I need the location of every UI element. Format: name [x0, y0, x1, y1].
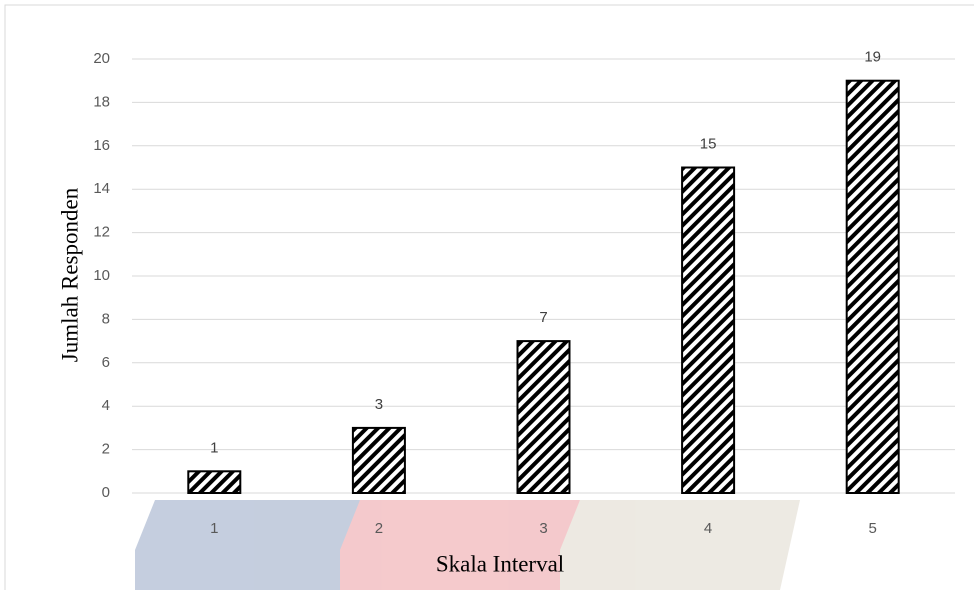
- data-label: 3: [375, 396, 383, 413]
- x-tick-label: 4: [704, 520, 712, 537]
- bar: [516, 340, 571, 494]
- bar: [845, 79, 900, 494]
- data-label: 15: [700, 135, 717, 152]
- bar: [187, 470, 242, 494]
- y-tick-label: 10: [93, 267, 110, 284]
- y-tick-label: 6: [102, 354, 110, 371]
- x-tick-label: 1: [210, 520, 218, 537]
- y-tick-label: 8: [102, 310, 110, 327]
- data-label: 7: [539, 309, 547, 326]
- data-label: 1: [210, 439, 218, 456]
- y-tick-label: 18: [93, 93, 110, 110]
- bar: [681, 166, 736, 494]
- y-tick-label: 0: [102, 484, 110, 501]
- y-tick-label: 16: [93, 137, 110, 154]
- x-tick-label: 5: [869, 520, 877, 537]
- y-axis-label: Jumlah Responden: [57, 187, 82, 362]
- x-tick-label: 3: [539, 520, 547, 537]
- y-tick-label: 4: [102, 397, 110, 414]
- data-label: 19: [864, 49, 881, 66]
- bar: [351, 426, 406, 494]
- y-tick-label: 14: [93, 180, 110, 197]
- y-tick-label: 2: [102, 441, 110, 458]
- watermark: [135, 500, 800, 590]
- y-tick-label: 20: [93, 50, 110, 67]
- x-axis-label: Skala Interval: [436, 551, 564, 576]
- x-tick-label: 2: [375, 520, 383, 537]
- y-tick-label: 12: [93, 224, 110, 241]
